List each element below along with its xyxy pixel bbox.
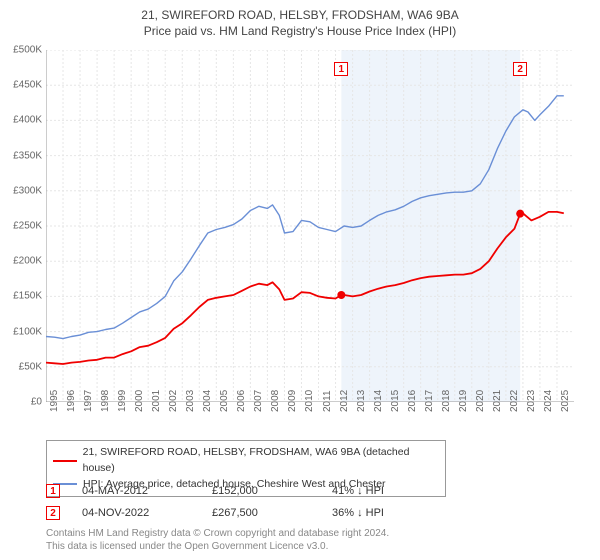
legend-swatch [53, 460, 77, 462]
footer-line-2: This data is licensed under the Open Gov… [46, 541, 389, 554]
x-axis-tick-label: 2020 [475, 390, 486, 412]
footer-attribution: Contains HM Land Registry data © Crown c… [46, 528, 389, 553]
sale-date: 04-NOV-2022 [82, 507, 212, 519]
x-axis-tick-label: 1999 [117, 390, 128, 412]
sale-row-marker: 2 [46, 506, 60, 520]
y-axis-tick-label: £450K [0, 80, 42, 91]
y-axis-tick-label: £100K [0, 326, 42, 337]
x-axis-tick-label: 1996 [66, 390, 77, 412]
x-axis-tick-label: 2008 [270, 390, 281, 412]
y-axis-tick-label: £250K [0, 221, 42, 232]
chart-area: £0£50K£100K£150K£200K£250K£300K£350K£400… [46, 50, 574, 402]
sale-price: £152,000 [212, 485, 332, 497]
x-axis-tick-label: 2005 [219, 390, 230, 412]
title-block: 21, SWIREFORD ROAD, HELSBY, FRODSHAM, WA… [0, 0, 600, 38]
sale-marker-1: 1 [334, 62, 348, 76]
x-axis-tick-label: 2004 [202, 390, 213, 412]
legend-label: 21, SWIREFORD ROAD, HELSBY, FRODSHAM, WA… [83, 445, 439, 477]
x-axis-tick-label: 1995 [49, 390, 60, 412]
x-axis-tick-label: 2006 [236, 390, 247, 412]
x-axis-tick-label: 2015 [390, 390, 401, 412]
line-chart-svg [46, 50, 574, 402]
y-axis-tick-label: £200K [0, 256, 42, 267]
x-axis-tick-label: 2014 [373, 390, 384, 412]
y-axis-tick-label: £150K [0, 291, 42, 302]
x-axis-tick-label: 2022 [509, 390, 520, 412]
footer-line-1: Contains HM Land Registry data © Crown c… [46, 528, 389, 541]
x-axis-tick-label: 2011 [322, 390, 333, 412]
chart-title-address: 21, SWIREFORD ROAD, HELSBY, FRODSHAM, WA… [0, 8, 600, 22]
y-axis-tick-label: £400K [0, 115, 42, 126]
x-axis-tick-label: 2001 [151, 390, 162, 412]
chart-container: 21, SWIREFORD ROAD, HELSBY, FRODSHAM, WA… [0, 0, 600, 560]
sale-price: £267,500 [212, 507, 332, 519]
y-axis-tick-label: £50K [0, 361, 42, 372]
x-axis-tick-label: 2009 [287, 390, 298, 412]
x-axis-tick-label: 2010 [304, 390, 315, 412]
x-axis-tick-label: 2021 [492, 390, 503, 412]
y-axis-tick-label: £500K [0, 45, 42, 56]
x-axis-tick-label: 2018 [441, 390, 452, 412]
chart-title-subtitle: Price paid vs. HM Land Registry's House … [0, 24, 600, 38]
y-axis-tick-label: £0 [0, 397, 42, 408]
x-axis-tick-label: 2007 [253, 390, 264, 412]
x-axis-tick-label: 2003 [185, 390, 196, 412]
sale-hpi-delta: 36% ↓ HPI [332, 507, 452, 519]
sale-row-marker: 1 [46, 484, 60, 498]
sale-hpi-delta: 41% ↓ HPI [332, 485, 452, 497]
x-axis-tick-label: 1997 [83, 390, 94, 412]
x-axis-tick-label: 2012 [339, 390, 350, 412]
y-axis-tick-label: £350K [0, 150, 42, 161]
x-axis-tick-label: 2000 [134, 390, 145, 412]
legend-item: 21, SWIREFORD ROAD, HELSBY, FRODSHAM, WA… [53, 445, 439, 477]
sale-row: 2 04-NOV-2022£267,50036% ↓ HPI [46, 506, 574, 520]
x-axis-tick-label: 2024 [543, 390, 554, 412]
x-axis-tick-label: 2017 [424, 390, 435, 412]
x-axis-tick-label: 2019 [458, 390, 469, 412]
sale-date: 04-MAY-2012 [82, 485, 212, 497]
x-axis-tick-label: 1998 [100, 390, 111, 412]
x-axis-tick-label: 2013 [356, 390, 367, 412]
x-axis-tick-label: 2023 [526, 390, 537, 412]
x-axis-tick-label: 2016 [407, 390, 418, 412]
sale-row: 1 04-MAY-2012£152,00041% ↓ HPI [46, 484, 574, 498]
x-axis-tick-label: 2002 [168, 390, 179, 412]
y-axis-tick-label: £300K [0, 185, 42, 196]
x-axis-tick-label: 2025 [560, 390, 571, 412]
sale-marker-2: 2 [513, 62, 527, 76]
